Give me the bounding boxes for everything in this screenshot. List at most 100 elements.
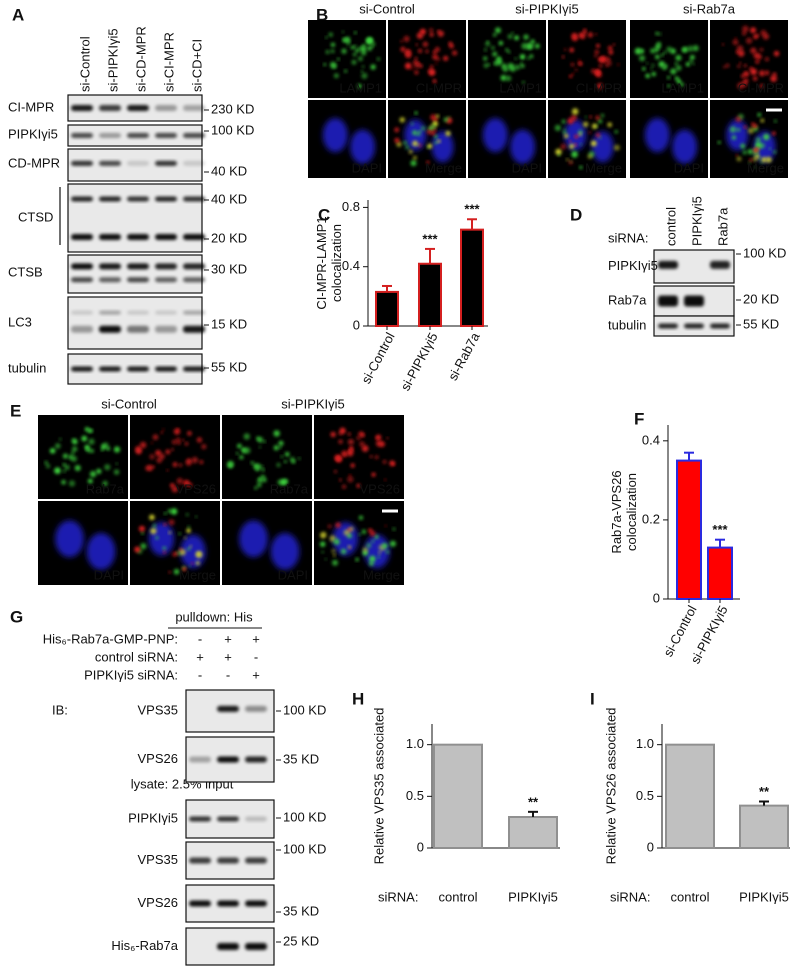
speckle [752,76,758,81]
speckle [341,48,347,54]
speckle [748,161,751,164]
speckle [764,70,770,76]
band [217,900,239,907]
band [71,105,93,111]
y-axis-label: Rab7a-VPS26 [609,470,624,553]
speckle [761,156,767,163]
significance: *** [422,231,438,246]
speckle [168,571,171,574]
speckle [491,46,495,50]
speckle [361,70,364,73]
speckle [496,56,502,61]
y-axis-label: colocalization [329,224,344,302]
speckle [375,436,380,440]
size-marker: 25 KD [283,933,319,948]
band [155,366,177,372]
speckle [416,32,424,40]
speckle [62,453,68,459]
speckle [573,143,577,147]
speckle [64,464,70,471]
nucleus [510,129,536,164]
speckle [263,440,266,443]
condition-label: control siRNA: [95,649,178,664]
speckle [152,524,157,528]
band [71,310,93,315]
speckle [381,542,388,549]
channel-label: DAPI [512,160,542,175]
speckle [414,111,418,115]
speckle [757,113,762,117]
speckle [773,50,780,57]
speckle [745,37,753,44]
speckle [574,68,578,72]
speckle [283,460,287,464]
y-axis-label: Relative VPS35 associated [371,708,386,865]
row-label: CTSB [8,264,43,279]
speckle [369,561,374,566]
band [71,133,93,138]
speckle [412,140,418,147]
speckle [382,460,387,464]
speckle [663,51,667,54]
micrograph [630,20,708,98]
blot [67,254,203,294]
speckle [163,523,167,526]
speckle [594,49,599,55]
panel-letter: C [318,205,330,224]
speckle [173,428,181,435]
speckle [607,45,613,51]
speckle [505,75,512,82]
speckle [162,428,165,431]
speckle [361,50,367,56]
band [183,196,205,202]
speckle [176,437,181,442]
row-label: VPS35 [138,852,178,867]
speckle [243,433,250,440]
speckle [385,550,390,554]
speckle [579,165,583,169]
speckle [483,56,488,61]
speckle [568,75,572,78]
x-tick-label: control [438,889,477,904]
speckle [149,453,155,460]
speckle [445,130,451,137]
speckle [332,559,339,566]
speckle [614,130,618,134]
speckle [414,56,418,60]
speckle [443,55,449,61]
speckle [276,462,281,467]
y-tick-label: 1.0 [406,736,424,751]
speckle [415,43,419,46]
bar [433,743,483,850]
band [99,310,121,315]
speckle [425,49,429,54]
speckle [530,39,535,44]
x-tick-label: si-Control [358,330,397,386]
speckle [754,166,757,169]
sign: - [254,649,258,664]
speckle [279,446,282,449]
speckle [515,64,521,70]
speckle [87,478,93,484]
speckle [674,62,678,66]
speckle [417,48,423,54]
speckle [389,540,397,547]
speckle [527,57,531,60]
band [155,105,177,111]
speckle [188,565,191,568]
speckle [261,468,265,472]
speckle [743,125,747,129]
row-label: CI-MPR [8,99,54,114]
speckle [569,140,572,143]
speckle [189,544,193,548]
speckle [297,457,301,460]
speckle [514,35,519,41]
y-tick-label: 0.5 [636,788,654,803]
speckle [737,50,745,57]
speckle [106,446,111,451]
speckle [607,122,612,128]
speckle [747,149,754,155]
speckle [737,64,741,69]
speckle [184,441,189,446]
speckle [377,556,381,559]
